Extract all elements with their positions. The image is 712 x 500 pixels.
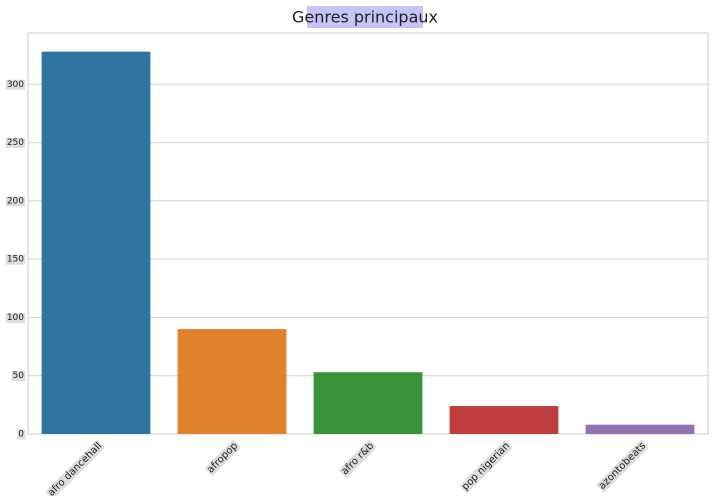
tick-label-bg (459, 439, 513, 494)
tick-label-bg (5, 312, 26, 323)
x-tick-label: afropop (205, 440, 240, 475)
y-tick-label: 250 (7, 138, 24, 148)
tick-label-bg (11, 371, 26, 382)
y-tick-label: 200 (7, 196, 24, 206)
y-tick-label: 100 (7, 313, 24, 323)
bar (313, 372, 423, 434)
x-tick-label: afro r&b (339, 440, 376, 477)
tick-label-bg (596, 439, 649, 493)
tick-label-bg (45, 439, 105, 500)
tick-label-bg (17, 429, 26, 440)
y-tick-label: 300 (7, 80, 24, 90)
tick-label-bg (5, 138, 26, 149)
x-tick-label: azontobeats (597, 440, 648, 491)
bar (177, 329, 287, 434)
y-tick-label: 150 (7, 255, 24, 265)
bar (585, 424, 695, 434)
bar (41, 51, 151, 435)
tick-label-bg (5, 79, 26, 90)
tick-label-bg (5, 196, 26, 207)
chart-title: Genres principaux (292, 8, 438, 27)
x-tick-label: afro dancehall (46, 440, 104, 496)
title-highlight (307, 6, 423, 28)
tick-label-bg (204, 439, 241, 477)
tick-label-bg (338, 439, 377, 479)
tick-label-bg (5, 254, 26, 265)
x-tick-label: pop nigerian (460, 440, 512, 492)
y-tick-label: 0 (18, 430, 24, 440)
y-tick-label: 50 (13, 371, 25, 381)
bar (449, 406, 559, 434)
